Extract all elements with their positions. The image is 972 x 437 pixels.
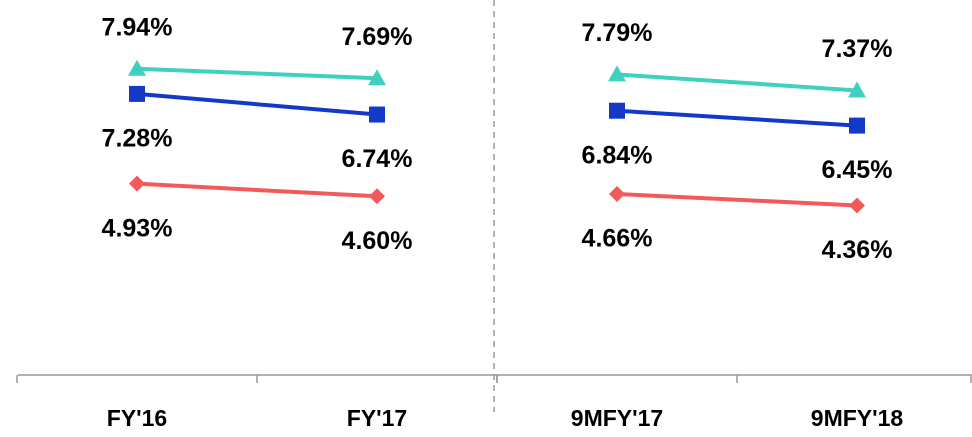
data-label: 7.69% — [342, 23, 413, 51]
data-label: 4.66% — [582, 225, 653, 253]
x-tick-label: 9MFY'17 — [571, 405, 663, 431]
series-line — [136, 66, 378, 81]
marker — [849, 117, 865, 134]
data-label: 4.36% — [822, 236, 893, 264]
series-line — [616, 72, 858, 93]
marker — [369, 188, 385, 205]
x-tick-label: 9MFY'18 — [811, 405, 904, 431]
marker — [609, 185, 625, 202]
data-label: 4.93% — [102, 214, 173, 242]
marker — [848, 81, 866, 98]
data-label: 7.79% — [582, 19, 653, 47]
series-line — [616, 191, 858, 208]
marker — [368, 69, 386, 86]
data-label: 6.74% — [342, 145, 413, 173]
marker — [129, 85, 145, 102]
data-label: 7.28% — [102, 125, 173, 153]
x-tick-label: FY'17 — [347, 405, 407, 431]
marker — [608, 65, 626, 82]
series-line — [616, 108, 858, 128]
marker — [849, 197, 865, 214]
marker — [129, 175, 145, 192]
data-label: 7.94% — [102, 13, 173, 41]
data-label: 6.45% — [822, 156, 893, 184]
marker — [609, 102, 625, 119]
marker — [369, 106, 385, 123]
data-label: 4.60% — [342, 227, 413, 255]
data-label: 7.37% — [822, 35, 893, 63]
series-line — [136, 181, 378, 199]
data-label: 6.84% — [582, 141, 653, 169]
x-tick-label: FY'16 — [107, 405, 167, 431]
marker — [128, 59, 146, 76]
series-line — [136, 91, 378, 117]
